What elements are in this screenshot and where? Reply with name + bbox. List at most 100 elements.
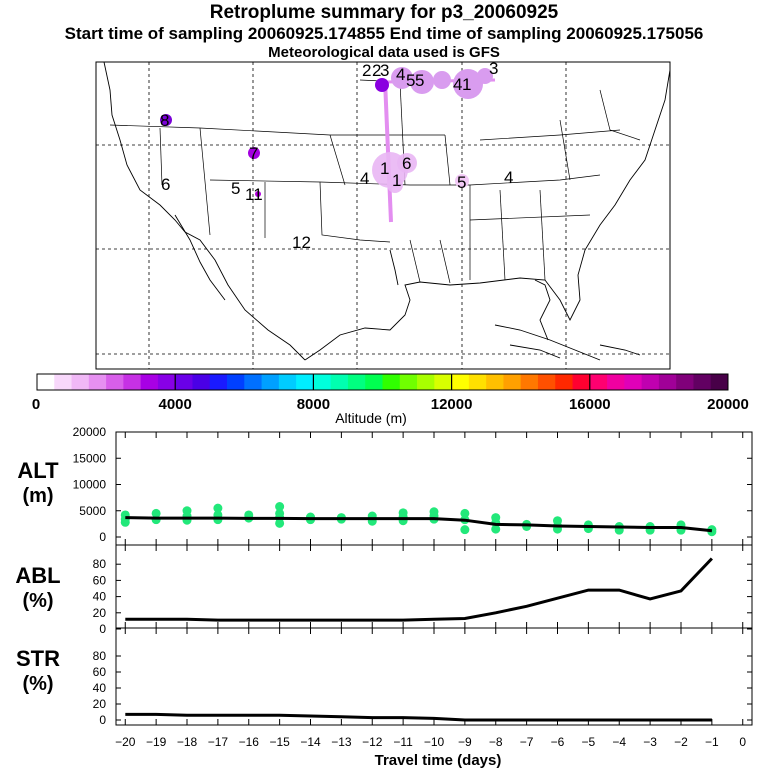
x-tick-label: 0 <box>739 735 746 749</box>
colorbar-swatch <box>244 374 262 390</box>
map-day-label: 1 <box>392 171 401 190</box>
x-tick-label: −10 <box>424 735 445 749</box>
colorbar-swatch <box>227 374 245 390</box>
plume-circle <box>387 177 403 193</box>
y-tick-label: 60 <box>93 665 107 679</box>
y-tick-label: 0 <box>99 713 106 727</box>
colorbar-swatch <box>106 374 124 390</box>
plume-circles <box>160 67 493 197</box>
x-tick-label: −20 <box>115 735 136 749</box>
colorbar-swatch <box>676 374 694 390</box>
colorbar-swatch <box>71 374 90 390</box>
plume-track <box>383 79 393 223</box>
plume-circle <box>455 174 469 188</box>
x-tick-label: −7 <box>520 735 534 749</box>
map-day-label: 4 <box>396 65 405 84</box>
colorbar-swatch <box>555 374 573 390</box>
x-tick-label: −19 <box>146 735 167 749</box>
colorbar-swatch <box>54 374 72 390</box>
map-day-label: 8 <box>160 111 169 130</box>
map-day-label: 2 <box>362 61 371 80</box>
plume-circle <box>375 78 389 92</box>
colorbar-swatch <box>537 374 556 390</box>
colorbar-swatch <box>296 374 314 390</box>
plume-circle <box>477 68 493 84</box>
x-axis-label: Travel time (days) <box>375 752 502 768</box>
colorbar-swatch <box>658 374 677 390</box>
series-line <box>125 516 713 533</box>
y-tick-label: 40 <box>93 681 107 695</box>
map-day-label: 6 <box>161 175 170 194</box>
colorbar-tick-label: 20000 <box>707 396 749 413</box>
colorbar-swatch <box>88 374 107 390</box>
panel-ylabel-unit: (%) <box>22 590 53 612</box>
colorbar-tick-label: 16000 <box>569 396 611 413</box>
x-tick-label: −4 <box>612 735 626 749</box>
figure-title: Retroplume summary for p3_20060925 <box>209 2 559 23</box>
plume-circle <box>391 67 413 89</box>
panel-ylabel: ALT <box>17 458 59 483</box>
colorbar-swatch <box>209 374 228 390</box>
x-tick-label: −16 <box>239 735 260 749</box>
map-day-label: 1 <box>462 75 471 94</box>
map-day-label: 7 <box>249 144 258 163</box>
colorbar-swatch <box>365 374 383 390</box>
x-tick-label: −3 <box>643 735 657 749</box>
y-tick-label: 20 <box>93 697 107 711</box>
map-day-label: 1 <box>380 159 389 178</box>
colorbar-swatch <box>572 374 591 390</box>
x-tick-label: −8 <box>489 735 503 749</box>
map-day-label: 3 <box>380 61 389 80</box>
colorbar-swatch <box>123 374 142 390</box>
panel-str: 0 20 40 60 80 STR(%) <box>16 627 753 727</box>
x-tick-label: −14 <box>300 735 321 749</box>
panel-ylabel-unit: (m) <box>22 485 53 507</box>
map-day-label: 4 <box>360 169 369 188</box>
x-tick-label: −5 <box>582 735 596 749</box>
x-tick-label: −12 <box>362 735 383 749</box>
map-day-label: 4 <box>453 75 462 94</box>
altitude-point <box>213 503 223 513</box>
y-tick-label: 40 <box>93 590 107 604</box>
colorbar-swatch <box>140 374 159 390</box>
met-data-note: Meteorological data used is GFS <box>268 44 500 61</box>
altitude-colorbar: 0 4000 8000 12000 16000 20000 <box>32 373 749 413</box>
altitude-point <box>491 524 501 534</box>
colorbar-swatch <box>417 374 435 390</box>
colorbar-swatch <box>399 374 418 390</box>
plume-circle <box>255 191 261 197</box>
x-tick-label: −18 <box>177 735 198 749</box>
panel-ylabel-unit: (%) <box>22 673 53 695</box>
colorbar-swatch <box>37 374 55 390</box>
colorbar-swatch <box>641 374 660 390</box>
plume-circle <box>397 153 417 173</box>
colorbar-swatch <box>313 374 332 390</box>
y-tick-label: 0 <box>99 622 106 636</box>
colorbar-swatch <box>607 374 625 390</box>
map-day-label: 2 <box>372 61 381 80</box>
colorbar-swatch <box>330 374 349 390</box>
map-day-label: 11 <box>245 185 263 204</box>
colorbar-swatch <box>347 374 366 390</box>
altitude-point <box>151 515 161 525</box>
altitude-point <box>151 508 161 518</box>
colorbar-swatch <box>157 374 176 390</box>
panel-abl: 0 20 40 60 80 ABL(%) <box>15 544 753 636</box>
plume-circle <box>160 114 172 126</box>
plume-circle <box>248 147 260 159</box>
plume-circle <box>453 69 483 99</box>
colorbar-label: Altitude (m) <box>335 410 407 426</box>
x-tick-label: −15 <box>269 735 290 749</box>
y-tick-label: 80 <box>93 557 107 571</box>
colorbar-swatch <box>589 374 608 390</box>
colorbar-tick-label: 8000 <box>297 396 330 413</box>
colorbar-swatch <box>693 374 712 390</box>
colorbar-tick-label: 12000 <box>431 396 473 413</box>
colorbar-swatch <box>520 374 539 390</box>
colorbar-frame <box>36 373 729 391</box>
colorbar-swatch <box>451 374 470 390</box>
colorbar-swatch <box>434 374 452 390</box>
